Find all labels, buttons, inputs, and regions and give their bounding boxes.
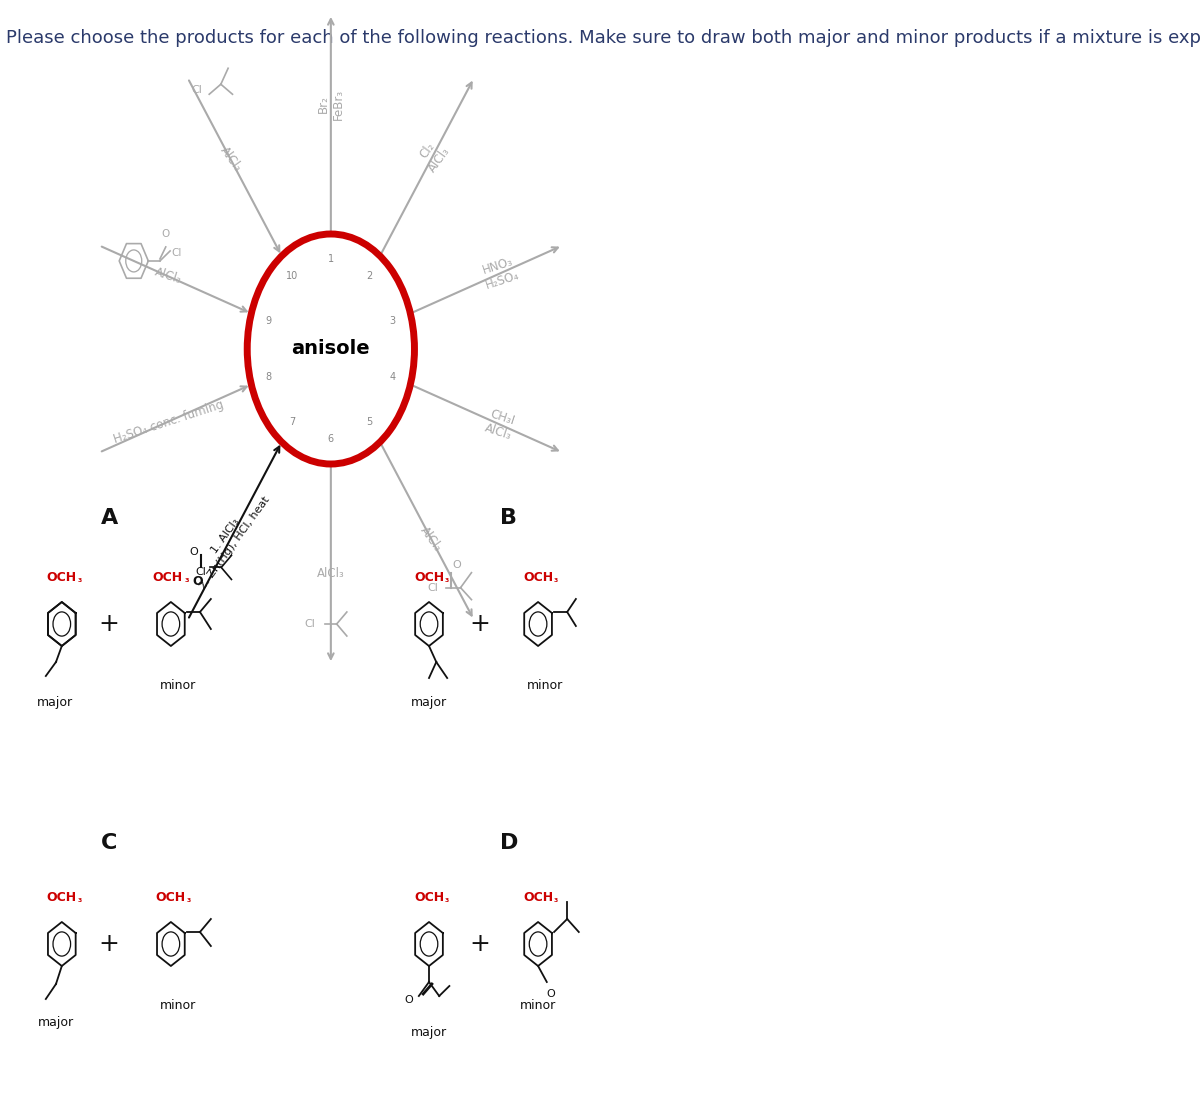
Text: ₃: ₃ [554, 574, 558, 584]
Text: B: B [500, 508, 517, 528]
Text: ₃: ₃ [78, 574, 82, 584]
Text: +: + [98, 612, 120, 636]
Text: +: + [98, 932, 120, 956]
Text: O: O [452, 560, 461, 570]
Text: major: major [410, 1026, 448, 1039]
Text: H₂SO₄ conc. fuming: H₂SO₄ conc. fuming [112, 397, 226, 446]
Text: Br₂
FeBr₃: Br₂ FeBr₃ [317, 88, 344, 119]
Text: 10: 10 [287, 272, 299, 282]
Text: AlCl₃: AlCl₃ [418, 524, 445, 554]
Text: ₃: ₃ [187, 894, 191, 904]
Text: ₃: ₃ [554, 894, 558, 904]
Text: minor: minor [160, 679, 197, 692]
Text: AlCl₃: AlCl₃ [317, 567, 344, 581]
Text: 9: 9 [265, 316, 272, 327]
Text: Cl: Cl [428, 583, 439, 593]
Text: Cl: Cl [192, 85, 203, 95]
Text: Cl₂
AlCl₃: Cl₂ AlCl₃ [414, 136, 452, 174]
Text: minor: minor [527, 679, 564, 692]
Text: 8: 8 [265, 372, 272, 382]
Text: HNO₃
H₂SO₄: HNO₃ H₂SO₄ [479, 255, 521, 291]
Text: 6: 6 [328, 434, 334, 444]
Text: minor: minor [520, 999, 556, 1012]
Text: Cl: Cl [196, 567, 206, 577]
Text: OCH: OCH [47, 571, 77, 584]
Text: 5: 5 [366, 416, 372, 426]
Text: AlCl₃: AlCl₃ [154, 266, 184, 287]
Text: OCH: OCH [152, 571, 182, 584]
Text: CH₃I
AlCl₃: CH₃I AlCl₃ [482, 407, 517, 443]
Text: OCH: OCH [47, 891, 77, 904]
Text: O: O [162, 229, 170, 238]
Text: major: major [38, 1016, 74, 1029]
Text: 1. AlCl₃
2. Zn(Hg), HCl, heat: 1. AlCl₃ 2. Zn(Hg), HCl, heat [188, 488, 272, 591]
Text: 3: 3 [390, 316, 396, 327]
Text: ₃: ₃ [185, 574, 190, 584]
Text: 2: 2 [366, 272, 372, 282]
Text: ₃: ₃ [78, 894, 82, 904]
Text: OCH: OCH [414, 891, 444, 904]
Text: OCH: OCH [414, 571, 444, 584]
Text: minor: minor [160, 999, 197, 1012]
Text: A: A [101, 508, 118, 528]
Text: ₃: ₃ [445, 894, 449, 904]
Text: O: O [404, 995, 413, 1005]
Text: ₃: ₃ [445, 574, 449, 584]
Text: 1: 1 [328, 254, 334, 264]
Text: major: major [410, 696, 448, 709]
Text: D: D [499, 834, 518, 853]
Text: 7: 7 [289, 416, 295, 426]
Text: Cl: Cl [304, 619, 314, 629]
Text: C: C [101, 834, 118, 853]
Text: anisole: anisole [292, 340, 370, 359]
Text: +: + [469, 932, 491, 956]
Text: OCH: OCH [523, 891, 553, 904]
Text: OCH: OCH [156, 891, 186, 904]
Text: O: O [190, 548, 198, 558]
Text: +: + [469, 612, 491, 636]
Text: major: major [36, 696, 72, 709]
Text: 4: 4 [390, 372, 396, 382]
Text: AlCl₃: AlCl₃ [217, 144, 244, 174]
Text: O: O [193, 575, 203, 588]
Text: Please choose the products for each of the following reactions. Make sure to dra: Please choose the products for each of t… [6, 29, 1200, 47]
Text: Cl: Cl [172, 248, 182, 258]
Text: OCH: OCH [523, 571, 553, 584]
Text: O: O [547, 989, 556, 999]
